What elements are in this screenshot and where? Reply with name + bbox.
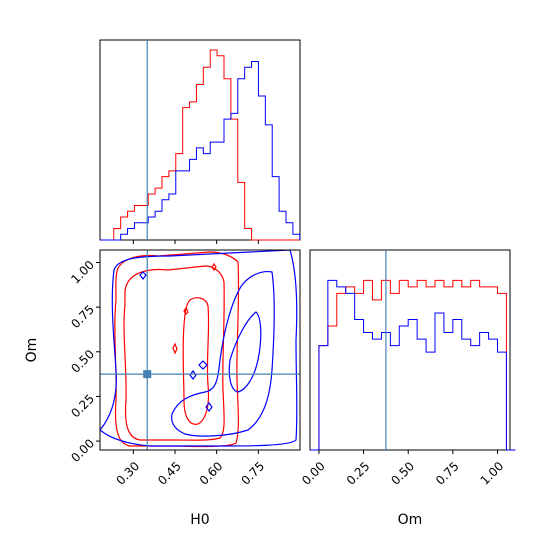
blue-island-1 xyxy=(139,271,147,280)
om-x-tick-label-1: 0.25 xyxy=(344,459,373,488)
blue-contour-outer xyxy=(100,250,298,447)
h0-histogram-panel xyxy=(99,39,301,244)
contour-y-ticks: 0.00 0.25 0.50 0.75 1.00 xyxy=(68,258,100,465)
om-histogram-panel: 0.00 0.25 0.50 0.75 1.00 xyxy=(299,249,516,488)
blue-island-3 xyxy=(189,370,197,380)
om-x-tick-label-2: 0.50 xyxy=(388,459,417,488)
h0-histogram-red xyxy=(100,49,300,241)
scatter-truth-point xyxy=(143,370,152,379)
contours-red xyxy=(114,251,240,448)
om-histogram-red xyxy=(310,279,516,451)
blue-contour-inner xyxy=(228,311,262,393)
om-histogram-frame xyxy=(309,249,511,451)
blue-island-4 xyxy=(205,402,213,412)
h0-x-tick-label-1: 0.45 xyxy=(155,459,184,488)
red-island-2 xyxy=(172,342,178,355)
blue-contour-mid xyxy=(171,270,275,437)
h0-histogram-ticks xyxy=(132,240,259,244)
om-y-tick-label-0: 0.00 xyxy=(68,436,97,465)
om-hist-red-step xyxy=(310,279,516,451)
h0-histogram-frame xyxy=(99,39,301,241)
h0-x-tick-label-0: 0.30 xyxy=(113,459,142,488)
red-contour-inner xyxy=(123,265,225,441)
h0-x-tick-label-2: 0.60 xyxy=(197,459,226,488)
blue-island-2 xyxy=(198,360,208,370)
contour-x-ticks: 0.30 0.45 0.60 0.75 xyxy=(113,450,267,488)
red-contour-core xyxy=(182,297,210,425)
om-hist-blue-step xyxy=(310,279,516,451)
contour-frame xyxy=(99,249,301,451)
om-x-tick-label-4: 1.00 xyxy=(478,459,507,488)
om-y-tick-label-4: 1.00 xyxy=(68,258,97,287)
om-x-tick-label-3: 0.75 xyxy=(433,459,462,488)
h0-hist-red-step xyxy=(100,49,300,241)
om-x-ticks: 0.00 0.25 0.50 0.75 1.00 xyxy=(299,450,506,488)
red-island-1 xyxy=(183,306,189,315)
h0-histogram-blue xyxy=(100,61,301,241)
red-island-3 xyxy=(211,262,217,272)
h0-x-tick-label-3: 0.75 xyxy=(238,459,267,488)
om-y-tick-label-2: 0.50 xyxy=(68,347,97,376)
y-axis-label-om: Om xyxy=(24,338,40,363)
om-x-tick-label-0: 0.00 xyxy=(299,459,328,488)
om-histogram-blue xyxy=(310,279,516,451)
om-y-tick-label-1: 0.25 xyxy=(68,392,97,421)
om-y-tick-label-3: 0.75 xyxy=(68,302,97,331)
contour-panel: 0.30 0.45 0.60 0.75 0.00 0.25 0.50 0.75 1.00 xyxy=(68,249,301,488)
h0-hist-blue-step xyxy=(100,61,301,241)
x-axis-label-h0: H0 xyxy=(190,512,209,528)
x-axis-label-om: Om xyxy=(398,512,423,528)
